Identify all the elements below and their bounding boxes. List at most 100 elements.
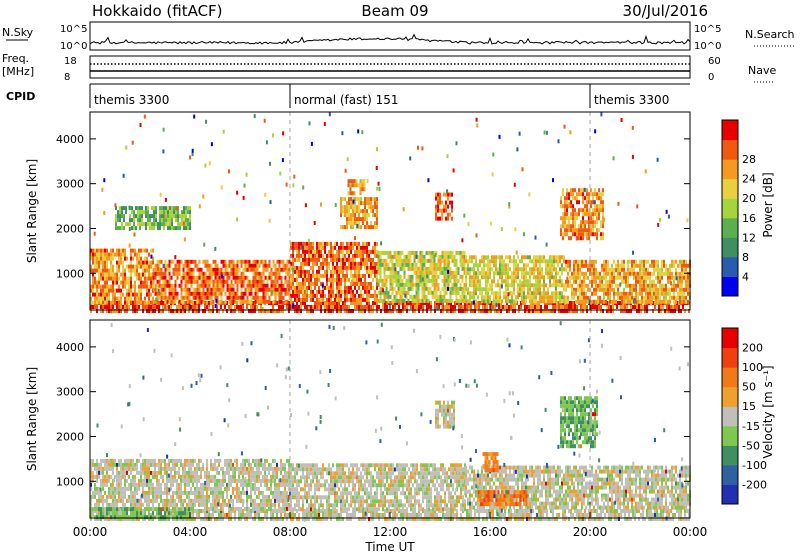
echo-cell xyxy=(493,271,495,276)
echo-cell xyxy=(553,259,555,264)
echo-cell xyxy=(128,243,131,248)
echo-cell xyxy=(316,253,318,258)
echo-cell xyxy=(328,241,330,246)
echo-cell xyxy=(549,279,551,284)
echo-cell xyxy=(564,212,566,217)
echo-cell xyxy=(383,258,386,263)
echo-cell xyxy=(528,192,531,197)
echo-cell xyxy=(433,286,436,291)
echo-cell xyxy=(278,271,281,276)
echo-cell xyxy=(599,287,601,292)
echo-cell xyxy=(415,254,418,259)
echo-cell xyxy=(524,509,526,513)
echo-cell xyxy=(675,259,677,264)
echo-cell xyxy=(370,209,372,214)
echo-cell xyxy=(451,192,453,197)
echo-cell xyxy=(372,285,374,290)
echo-cell xyxy=(576,196,578,201)
echo-cell xyxy=(326,301,328,305)
echo-cell xyxy=(194,305,196,309)
echo-cell xyxy=(554,286,557,291)
echo-cell xyxy=(583,291,585,296)
echo-cell xyxy=(364,225,366,230)
echo-cell xyxy=(445,286,448,291)
echo-cell xyxy=(639,259,641,264)
echo-cell xyxy=(336,517,338,521)
echo-cell xyxy=(655,291,657,296)
echo-cell xyxy=(600,224,602,229)
echo-cell xyxy=(615,291,617,296)
echo-cell xyxy=(363,187,366,192)
echo-cell xyxy=(459,294,462,299)
echo-cell xyxy=(344,277,346,282)
echo-cell xyxy=(541,295,543,300)
echo-cell xyxy=(405,278,408,283)
echo-cell xyxy=(521,299,523,304)
echo-cell xyxy=(596,204,598,209)
echo-cell xyxy=(142,509,144,513)
echo-cell xyxy=(302,281,304,286)
echo-cell xyxy=(487,299,489,304)
echo-cell xyxy=(598,208,600,213)
echo-cell xyxy=(187,222,189,227)
echo-cell xyxy=(574,228,576,233)
echo-cell xyxy=(681,295,683,300)
echo-cell xyxy=(285,182,288,187)
echo-cell xyxy=(278,295,281,300)
echo-cell xyxy=(525,275,527,280)
echo-cell xyxy=(208,291,211,296)
echo-cell xyxy=(306,277,308,282)
echo-cell xyxy=(128,296,130,301)
echo-cell xyxy=(146,284,148,289)
echo-cell xyxy=(238,275,241,280)
echo-cell xyxy=(222,129,225,134)
echo-cell xyxy=(352,217,354,222)
echo-cell xyxy=(533,287,535,292)
echo-cell xyxy=(596,220,598,225)
echo-cell xyxy=(218,271,221,276)
echo-cell xyxy=(444,513,446,517)
echo-cell xyxy=(264,509,266,513)
echo-cell xyxy=(384,301,386,305)
echo-cell xyxy=(100,292,102,297)
echo-cell xyxy=(421,258,424,263)
echo-cell xyxy=(366,297,368,302)
echo-cell xyxy=(490,513,492,517)
echo-cell xyxy=(354,205,356,210)
echo-cell xyxy=(561,291,563,296)
echo-cell xyxy=(324,309,326,313)
echo-cell xyxy=(148,300,150,305)
echo-cell xyxy=(171,210,173,215)
echo-cell xyxy=(513,291,515,296)
echo-cell xyxy=(429,270,432,275)
echo-cell xyxy=(677,283,679,288)
echo-cell xyxy=(593,299,595,304)
echo-cell xyxy=(348,245,350,250)
echo-cell xyxy=(578,200,580,205)
echo-cell xyxy=(172,309,174,313)
echo-cell xyxy=(379,254,382,259)
echo-cell xyxy=(177,206,179,211)
echo-cell xyxy=(592,220,594,225)
echo-cell xyxy=(644,305,646,309)
echo-cell xyxy=(136,296,138,301)
echo-cell xyxy=(500,513,502,517)
echo-cell xyxy=(553,283,555,288)
echo-cell xyxy=(525,255,527,260)
echo-cell xyxy=(142,300,144,305)
echo-cell xyxy=(104,288,106,293)
echo-cell xyxy=(607,263,609,268)
echo-cell xyxy=(128,300,130,305)
echo-cell xyxy=(244,287,247,292)
echo-cell xyxy=(143,114,146,119)
echo-cell xyxy=(141,210,143,215)
echo-cell xyxy=(566,232,568,237)
echo-cell xyxy=(425,278,428,283)
echo-cell xyxy=(681,267,683,272)
echo-cell xyxy=(565,295,567,300)
echo-cell xyxy=(324,257,326,262)
echo-cell xyxy=(102,272,104,277)
echo-cell xyxy=(226,279,229,284)
echo-cell xyxy=(370,205,372,210)
echo-cell xyxy=(484,309,486,313)
